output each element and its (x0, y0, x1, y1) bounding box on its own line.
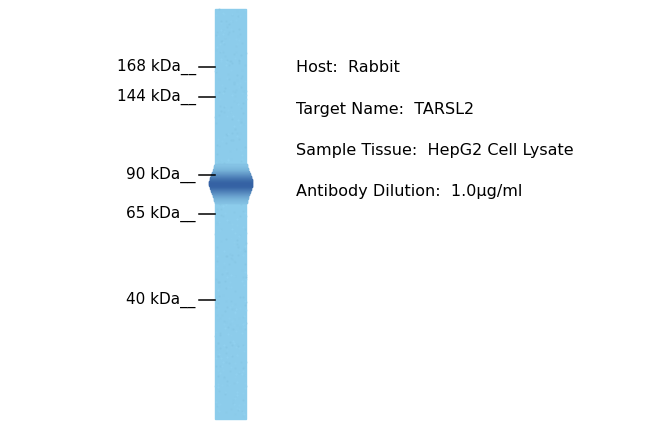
Bar (210, 187, 252, 188)
Text: Sample Tissue:  HepG2 Cell Lysate: Sample Tissue: HepG2 Cell Lysate (296, 143, 573, 158)
Bar (214, 168, 248, 169)
Bar (214, 199, 247, 200)
Bar (214, 165, 247, 166)
Bar (214, 200, 247, 202)
Bar (210, 187, 252, 188)
Bar (210, 178, 252, 179)
Bar (209, 182, 252, 183)
Bar (213, 194, 249, 195)
Bar (214, 200, 247, 201)
Bar (211, 190, 250, 191)
Text: 144 kDa__: 144 kDa__ (116, 89, 196, 105)
Bar (209, 184, 252, 185)
Bar (214, 166, 247, 167)
Bar (212, 191, 250, 192)
Bar (211, 191, 250, 192)
Text: 168 kDa__: 168 kDa__ (116, 59, 196, 75)
Bar (214, 168, 248, 169)
Bar (211, 177, 251, 178)
Bar (213, 172, 249, 173)
Bar (214, 202, 247, 203)
Bar (214, 167, 248, 168)
Bar (214, 167, 248, 168)
Bar (211, 175, 250, 176)
Bar (211, 188, 251, 190)
Bar (213, 195, 248, 196)
Bar (209, 181, 252, 182)
Bar (213, 195, 248, 196)
Bar (209, 184, 252, 186)
Bar (212, 192, 250, 194)
Bar (214, 166, 247, 167)
Bar (214, 201, 247, 202)
Bar (213, 171, 248, 172)
Bar (211, 190, 251, 191)
Bar (213, 169, 248, 170)
Bar (213, 196, 248, 197)
Bar (210, 180, 252, 181)
Bar (214, 198, 248, 199)
Bar (215, 9, 246, 419)
Bar (213, 196, 248, 197)
Bar (211, 175, 250, 176)
Bar (214, 199, 248, 200)
Bar (211, 188, 251, 189)
Text: 65 kDa__: 65 kDa__ (126, 206, 196, 222)
Bar (214, 197, 248, 198)
Bar (213, 172, 249, 173)
Text: 90 kDa__: 90 kDa__ (126, 167, 196, 183)
Bar (213, 194, 249, 195)
Text: Target Name:  TARSL2: Target Name: TARSL2 (296, 102, 474, 117)
Bar (213, 170, 248, 171)
Bar (213, 193, 249, 194)
Text: Host:  Rabbit: Host: Rabbit (296, 60, 400, 76)
Text: 40 kDa__: 40 kDa__ (126, 292, 196, 308)
Bar (211, 189, 251, 190)
Bar (212, 174, 250, 175)
Bar (214, 198, 248, 199)
Bar (210, 178, 252, 179)
Bar (214, 164, 247, 165)
Bar (211, 176, 251, 177)
Bar (212, 173, 250, 174)
Bar (214, 202, 247, 203)
Bar (212, 174, 250, 175)
Bar (209, 182, 252, 183)
Bar (209, 181, 252, 182)
Bar (209, 185, 252, 186)
Bar (213, 170, 248, 171)
Bar (209, 183, 252, 184)
Bar (209, 183, 252, 184)
Bar (214, 164, 247, 165)
Bar (210, 186, 252, 187)
Bar (211, 176, 251, 177)
Bar (210, 186, 252, 187)
Text: Antibody Dilution:  1.0µg/ml: Antibody Dilution: 1.0µg/ml (296, 184, 522, 199)
Bar (209, 180, 252, 181)
Bar (214, 197, 248, 198)
Bar (213, 171, 249, 172)
Bar (210, 179, 252, 180)
Bar (212, 192, 250, 193)
Bar (210, 179, 252, 180)
